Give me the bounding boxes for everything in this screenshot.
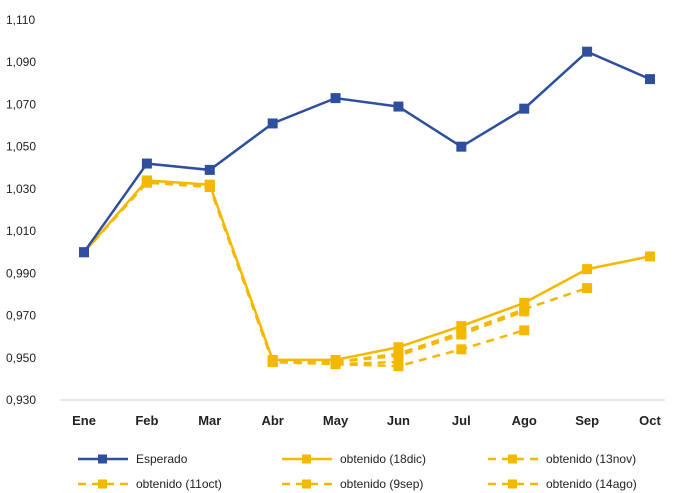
y-tick-label: 1,110 xyxy=(6,13,35,27)
data-point xyxy=(519,297,530,308)
x-tick-label: Ago xyxy=(512,413,537,428)
y-axis: 0,930 0,950 0,970 0,990 1,010 1,030 1,050 1,070… xyxy=(6,13,36,407)
data-point xyxy=(645,251,655,262)
data-point xyxy=(330,93,341,104)
x-tick-label: Ene xyxy=(72,413,96,428)
y-tick-label: 0,950 xyxy=(6,351,36,365)
data-point xyxy=(456,344,467,355)
legend-label: obtenido (9sep) xyxy=(340,477,423,491)
x-tick-label: Jun xyxy=(387,413,410,428)
y-tick-label: 1,030 xyxy=(6,182,36,196)
legend-label: obtenido (18dic) xyxy=(340,452,426,466)
y-tick-label: 1,090 xyxy=(6,55,36,69)
data-point xyxy=(519,325,530,336)
series-line xyxy=(82,50,651,253)
legend-marker xyxy=(508,454,517,464)
y-tick-label: 1,010 xyxy=(6,224,36,238)
data-point xyxy=(141,175,152,186)
legend-marker xyxy=(98,479,107,489)
y-tick-label: 0,930 xyxy=(6,393,36,407)
data-point xyxy=(519,103,530,114)
legend: Esperado obtenido (18dic) obtenido (13nov)… xyxy=(78,452,637,491)
data-point xyxy=(519,304,530,315)
y-tick-label: 0,990 xyxy=(6,266,36,280)
x-tick-label: Jul xyxy=(452,413,471,428)
legend-label: obtenido (11oct) xyxy=(136,477,222,491)
x-tick-label: Feb xyxy=(135,413,158,428)
series-line xyxy=(83,181,588,364)
legend-marker xyxy=(98,454,107,464)
x-tick-label: Mar xyxy=(198,413,221,428)
legend-label: obtenido (14ago) xyxy=(546,477,637,491)
series-3 xyxy=(79,177,530,367)
data-point xyxy=(456,327,467,338)
data-point xyxy=(582,46,593,57)
data-point xyxy=(393,361,404,372)
legend-item: obtenido (14ago) xyxy=(488,477,637,491)
x-tick-label: Sep xyxy=(575,413,599,428)
data-point xyxy=(204,179,215,190)
legend-label: Esperado xyxy=(136,452,188,466)
data-point xyxy=(141,158,152,169)
legend-marker xyxy=(302,479,311,489)
data-point xyxy=(267,354,278,365)
y-tick-label: 0,970 xyxy=(6,309,36,323)
data-point xyxy=(330,354,341,365)
data-point xyxy=(204,164,215,175)
series-4 xyxy=(79,177,530,372)
data-point xyxy=(456,141,467,152)
legend-item: obtenido (11oct) xyxy=(78,477,222,491)
legend-marker xyxy=(508,479,517,489)
data-point xyxy=(582,264,593,275)
series-layer xyxy=(79,46,655,372)
series-1 xyxy=(79,175,655,365)
data-point xyxy=(582,283,593,294)
x-axis: Ene Feb Mar Abr May Jun Jul Ago Sep Oct xyxy=(60,399,665,428)
legend-item: Esperado xyxy=(78,452,188,466)
legend-item: obtenido (18dic) xyxy=(282,452,426,466)
x-tick-label: Abr xyxy=(261,413,283,428)
data-point xyxy=(393,101,404,112)
data-point xyxy=(393,348,404,359)
data-point xyxy=(645,74,655,85)
data-point xyxy=(267,118,278,129)
legend-label: obtenido (13nov) xyxy=(546,452,636,466)
legend-item: obtenido (9sep) xyxy=(282,477,423,491)
y-tick-label: 1,070 xyxy=(6,97,36,111)
data-point xyxy=(393,342,404,353)
data-point xyxy=(456,321,467,332)
data-point xyxy=(79,247,89,258)
legend-marker xyxy=(302,454,311,464)
y-tick-label: 1,050 xyxy=(6,140,36,154)
series-2 xyxy=(79,177,593,367)
series-line xyxy=(83,179,651,362)
series-0 xyxy=(79,46,655,258)
x-tick-label: Oct xyxy=(639,413,661,428)
x-tick-label: May xyxy=(323,413,349,428)
legend-item: obtenido (13nov) xyxy=(488,452,636,466)
